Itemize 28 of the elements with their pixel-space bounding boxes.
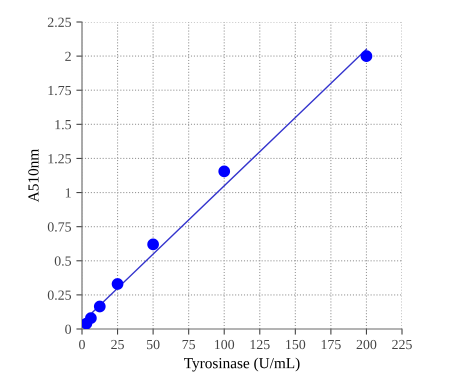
y-tick-label: 0.75 [48, 222, 72, 232]
x-tick-label: 100 [215, 340, 234, 350]
y-tick-label: 2 [65, 52, 71, 61]
x-tick-label: 175 [322, 340, 341, 350]
x-tick-label: 50 [146, 340, 160, 350]
point [85, 312, 97, 324]
y-tick-label: 2.25 [48, 18, 72, 28]
y-tick-label: 0 [65, 324, 72, 334]
x-tick-label: 150 [286, 340, 306, 350]
y-axis-title: A510nm [28, 149, 39, 202]
point [360, 50, 372, 62]
x-tick-label: 200 [356, 340, 376, 350]
x-tick-label: 25 [111, 340, 124, 350]
x-tick-label: 75 [182, 340, 196, 350]
y-tick-label: 1.5 [55, 120, 72, 130]
y-tick-label: 1 [66, 188, 71, 198]
x-axis-title: Tyrosinase (U/mL) [184, 358, 300, 372]
point [218, 166, 230, 178]
point [147, 238, 159, 250]
x-tick-label: 125 [250, 340, 270, 350]
point [112, 278, 124, 290]
y-tick-label: 1.75 [48, 86, 72, 96]
y-tick-label: 0.25 [48, 290, 72, 300]
x-tick-label: 225 [392, 340, 412, 350]
y-tick-label: 1.25 [48, 154, 72, 164]
y-tick-label: 0.5 [54, 256, 72, 266]
x-tick-label: 0 [79, 340, 85, 350]
point [94, 300, 106, 312]
